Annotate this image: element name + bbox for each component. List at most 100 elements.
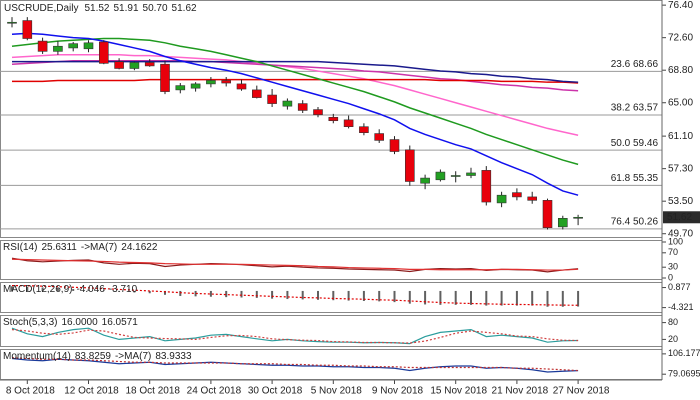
candle-body [190,83,201,89]
candle-body [144,62,155,67]
chart-title: USCRUDE,Daily 51.52 51.91 50.70 51.62 [4,3,197,14]
candle-body [527,196,538,201]
histogram-bar [470,290,472,305]
panel-title: Momentum(14) [3,351,71,362]
last-value: 25.6311 [41,242,77,253]
y-tick-label: 80 [668,317,678,327]
series-label: ->MA(7) [115,351,151,362]
y-tick-label: 100 [668,236,683,246]
histogram-bar [500,290,503,306]
y-tick-label: 70 [668,247,678,257]
y-tick-label: 68.80 [668,65,693,76]
histogram-bar [148,290,151,294]
histogram-bar [255,290,258,298]
histogram-bar [240,290,243,298]
candle-body [129,62,140,69]
candle-body [374,133,385,141]
histogram-bar [424,290,427,305]
candle-body [573,216,583,219]
candle-body [359,126,369,133]
y-tick-label: 61.10 [668,131,693,142]
histogram-bar [515,290,518,306]
y-tick-label: 76.40 [668,0,693,11]
ohlc-low: 50.70 [143,3,168,14]
candle-body [404,149,415,182]
fib-label: 38.2 63.57 [611,103,659,114]
ohlc-close: 51.62 [172,3,197,14]
candle-body [37,40,48,52]
y-tick-label: -4.321 [668,302,694,312]
histogram-bar [454,290,457,305]
histogram-bar [546,290,549,307]
candle-body [328,116,339,122]
histogram-bar [561,290,564,307]
candle-body [343,119,354,128]
histogram-bar [225,290,228,298]
candle-body [252,89,262,98]
candle-body [160,63,170,92]
candle-body [206,80,216,85]
x-tick-label: 27 Nov 2018 [553,386,610,397]
price-tag-label: 51.62 [667,212,692,223]
histogram-bar [378,290,381,302]
indicator-line [11,284,579,306]
candle-body [297,103,308,111]
fib-label: 50.0 59.46 [611,138,659,149]
panel-readout: Momentum(14) 83.8259 ->MA(7) 83.9333 [3,351,192,362]
candle-body [83,42,94,50]
y-tick-label: 53.50 [668,196,693,207]
histogram-bar [56,288,59,291]
last-value: 83.9333 [155,351,192,362]
histogram-bar [179,290,182,296]
x-tick-label: 12 Oct 2018 [64,386,119,397]
panel-title: MACD(12,26,9) [3,284,72,295]
candle-body [420,177,430,184]
histogram-bar [102,290,105,292]
candle-body [114,61,124,69]
histogram-bar [271,290,274,299]
candle-body [221,80,231,84]
histogram-bar [439,290,442,305]
candle-body [466,172,476,176]
candle-body [389,139,400,152]
candle-body [68,43,78,49]
panel-readout: MACD(12,26,9) -4.046 -3.710 [3,284,138,295]
histogram-bar [41,287,44,291]
histogram-bar [317,290,319,300]
x-tick-label: 30 Oct 2018 [248,386,303,397]
last-value: 16.0000 [61,317,98,328]
histogram-bar [362,290,365,301]
last-value: -3.710 [109,284,138,295]
histogram-bar [485,290,488,306]
x-tick-label: 21 Nov 2018 [492,386,549,397]
y-tick-label: 0 [668,272,673,282]
x-tick-label: 9 Nov 2018 [372,386,424,397]
x-tick-label: 8 Oct 2018 [6,386,55,397]
histogram-bar [577,290,580,307]
histogram-bar [194,290,197,297]
indicator-line [11,329,579,344]
x-tick-label: 18 Oct 2018 [125,386,180,397]
candle-body [557,218,568,228]
last-value: -4.046 [76,284,105,295]
candle-body [99,41,109,64]
panel-readout: Stoch(5,3,3) 16.0000 16.0571 [3,317,138,328]
moving-average [12,78,579,84]
last-value: 24.1622 [121,242,158,253]
last-value: 83.8259 [75,351,112,362]
histogram-bar [286,290,289,300]
y-tick-label: 72.60 [668,32,693,43]
last-value: 16.0571 [102,317,139,328]
candle-body [512,192,522,198]
x-tick-label: 15 Nov 2018 [430,386,487,397]
panel-title: RSI(14) [3,242,37,253]
histogram-bar [347,290,350,301]
candle-body [7,21,17,24]
histogram-bar [118,290,121,292]
histogram-bar [133,290,136,293]
histogram-bar [301,290,304,300]
ohlc-high: 51.91 [113,3,138,14]
candle-body [496,194,507,204]
panel-title: Stoch(5,3,3) [3,317,57,328]
